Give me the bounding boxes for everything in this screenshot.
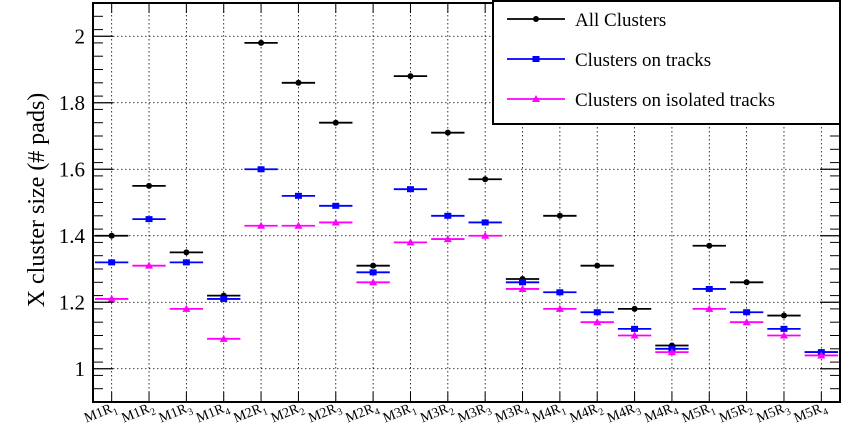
y-tick-label: 1 — [75, 357, 86, 381]
x-tick-label: M5R3 — [755, 400, 793, 429]
x-tick-label: M2R4 — [344, 400, 382, 429]
data-point — [183, 259, 190, 265]
data-point — [781, 313, 787, 319]
data-point — [108, 259, 115, 265]
legend: All Clusters Clusters on tracks Clusters o… — [493, 1, 840, 124]
legend-marker — [533, 56, 540, 62]
y-tick-label: 1.4 — [59, 224, 86, 248]
data-point — [556, 289, 563, 295]
x-tick-label: M4R3 — [605, 400, 643, 429]
x-tick-label: M2R2 — [269, 400, 307, 429]
data-point — [220, 296, 227, 302]
data-point — [706, 243, 712, 249]
x-tick-label: M5R4 — [792, 400, 830, 429]
x-tick-label: M3R3 — [456, 400, 494, 429]
data-point — [146, 216, 153, 222]
data-point — [407, 73, 413, 79]
data-point — [744, 279, 750, 285]
x-tick-label: M2R3 — [306, 400, 344, 429]
data-point — [295, 193, 302, 199]
x-tick-label: M3R4 — [493, 400, 531, 429]
data-point — [557, 213, 563, 219]
data-point — [444, 213, 451, 219]
x-tick-label: M3R2 — [418, 400, 456, 429]
data-point — [594, 263, 600, 269]
data-point — [370, 269, 377, 275]
data-point — [780, 326, 787, 332]
y-axis-label: X cluster size (# pads) — [24, 93, 50, 308]
legend-marker — [533, 16, 539, 22]
data-point — [482, 176, 488, 182]
data-point — [743, 309, 750, 315]
data-point — [146, 183, 152, 189]
x-tick-label: M4R4 — [642, 400, 680, 429]
data-point — [183, 249, 189, 255]
x-tick-label: M2R1 — [232, 400, 270, 429]
y-tick-label: 1.6 — [59, 157, 85, 181]
x-tick-label: M1R1 — [82, 400, 120, 429]
x-tick-label: M1R2 — [120, 400, 158, 429]
data-point — [258, 40, 264, 46]
x-tick-label: M1R3 — [157, 400, 195, 429]
data-point — [333, 120, 339, 126]
x-tick-labels: M1R1 M1R2 M1R3 M1R4 M2R1 M2R2 M2R3 M2R4 M3R1 M3R2… — [82, 400, 830, 429]
data-point — [519, 279, 526, 285]
x-tick-label: M1R4 — [194, 400, 232, 429]
x-tick-label: M5R1 — [680, 400, 718, 429]
data-point — [631, 326, 638, 332]
data-point — [445, 130, 451, 136]
y-tick-label: 1.8 — [59, 91, 85, 115]
data-point — [295, 80, 301, 86]
data-point — [407, 186, 414, 192]
data-point — [594, 309, 601, 315]
y-tick-label: 1.2 — [59, 290, 85, 314]
x-tick-label: M4R1 — [530, 400, 568, 429]
x-tick-label: M4R2 — [568, 400, 606, 429]
legend-label: Clusters on isolated tracks — [575, 90, 775, 111]
legend-label: Clusters on tracks — [575, 50, 711, 71]
data-point — [258, 166, 265, 172]
y-tick-label: 2 — [75, 24, 86, 48]
data-point — [632, 306, 638, 312]
data-point — [370, 263, 376, 269]
x-tick-label: M3R1 — [381, 400, 419, 429]
y-tick-labels: 1 1.2 1.4 1.6 1.8 2 — [59, 24, 86, 381]
data-point — [482, 219, 489, 225]
data-point — [332, 203, 339, 209]
x-tick-label: M5R2 — [717, 400, 755, 429]
data-point — [706, 286, 713, 292]
legend-label: All Clusters — [575, 10, 666, 31]
